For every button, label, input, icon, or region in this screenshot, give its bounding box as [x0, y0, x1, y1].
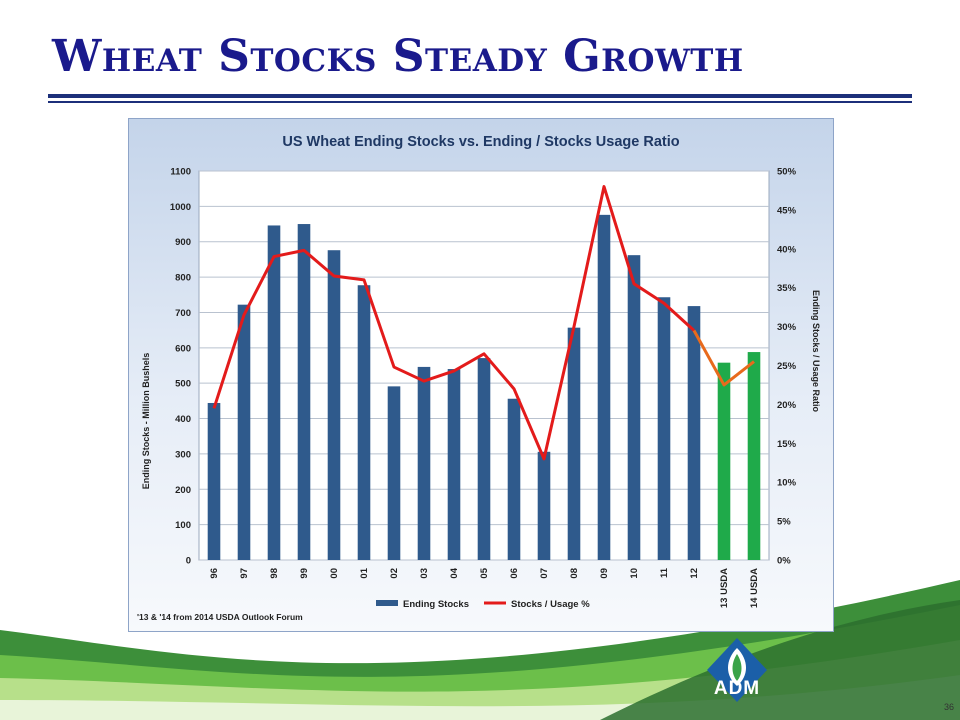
- axes: 0100200300400500600700800900100011000%5%…: [170, 167, 797, 609]
- bar-series-ending-stocks: [207, 214, 761, 561]
- combo-chart: US Wheat Ending Stocks vs. Ending / Stoc…: [137, 134, 821, 622]
- y-tick-label: 300: [175, 449, 191, 460]
- legend-swatch-ending-stocks: [376, 600, 398, 606]
- bar: [537, 451, 551, 560]
- bar: [207, 402, 221, 560]
- x-tick-label: 03: [419, 568, 430, 579]
- legend-label-ending-stocks: Ending Stocks: [403, 599, 469, 610]
- x-tick-label: 98: [269, 568, 280, 579]
- chart-title: US Wheat Ending Stocks vs. Ending / Stoc…: [282, 134, 679, 150]
- bar: [507, 398, 521, 560]
- x-tick-label: 05: [479, 567, 490, 578]
- y2-tick-label: 40%: [777, 244, 797, 255]
- x-tick-label: 12: [689, 568, 700, 579]
- adm-logo-icon: [707, 638, 767, 702]
- y-tick-label: 800: [175, 273, 191, 284]
- y2-tick-label: 25%: [777, 361, 797, 372]
- bar: [627, 255, 641, 560]
- decorative-swoosh: [0, 580, 960, 720]
- y-tick-label: 0: [186, 556, 191, 567]
- y-axis-label: Ending Stocks - Million Bushels: [141, 353, 151, 490]
- x-tick-label: 02: [389, 568, 400, 579]
- x-tick-label: 06: [509, 568, 520, 579]
- x-tick-label: 10: [629, 568, 640, 579]
- bar: [657, 297, 671, 560]
- bar: [687, 306, 701, 560]
- x-tick-label: 01: [359, 567, 370, 578]
- y2-tick-label: 0%: [777, 556, 791, 567]
- y2-tick-label: 50%: [777, 167, 797, 178]
- bar: [567, 327, 581, 560]
- logo-text: ADM: [713, 678, 761, 699]
- y-tick-label: 600: [175, 343, 191, 354]
- x-tick-label: 99: [299, 568, 310, 579]
- y-tick-label: 200: [175, 485, 191, 496]
- y2-tick-label: 20%: [777, 400, 797, 411]
- bar: [327, 250, 341, 560]
- x-tick-label: 00: [329, 568, 340, 579]
- x-tick-label: 11: [659, 567, 670, 578]
- line-series-stocks-usage: [212, 185, 755, 461]
- x-tick-label: 09: [599, 568, 610, 579]
- bar: [417, 366, 431, 560]
- bar: [387, 386, 401, 560]
- y-tick-label: 100: [175, 520, 191, 531]
- legend-label-stocks-usage: Stocks / Usage %: [511, 599, 590, 610]
- x-tick-label: 97: [239, 568, 250, 579]
- title-divider-thin: [48, 101, 912, 103]
- bar: [357, 285, 371, 560]
- chart-frame: US Wheat Ending Stocks vs. Ending / Stoc…: [128, 118, 834, 632]
- bar: [717, 362, 731, 560]
- y-tick-label: 400: [175, 414, 191, 425]
- y-tick-label: 900: [175, 237, 191, 248]
- y2-tick-label: 5%: [777, 517, 791, 528]
- y2-axis-label: Ending Stocks / Usage Ratio: [811, 290, 821, 413]
- y-tick-label: 700: [175, 308, 191, 319]
- x-tick-label: 08: [569, 568, 580, 579]
- y2-tick-label: 45%: [777, 205, 797, 216]
- x-tick-label: 07: [539, 568, 550, 579]
- chart-footnote: '13 & '14 from 2014 USDA Outlook Forum: [137, 612, 303, 622]
- y2-tick-label: 10%: [777, 478, 797, 489]
- bar: [747, 352, 761, 560]
- y2-tick-label: 15%: [777, 439, 797, 450]
- y2-tick-label: 30%: [777, 322, 797, 333]
- y-tick-label: 500: [175, 379, 191, 390]
- bar: [447, 369, 461, 560]
- x-tick-label: 13 USDA: [719, 568, 730, 608]
- y2-tick-label: 35%: [777, 283, 797, 294]
- y-tick-label: 1000: [170, 202, 191, 213]
- x-tick-label: 04: [449, 567, 460, 578]
- slide-title: Wheat Stocks Steady Growth: [52, 31, 744, 82]
- bar: [267, 225, 281, 560]
- page-number: 36: [943, 702, 954, 712]
- bar: [237, 304, 251, 560]
- y-tick-label: 1100: [170, 167, 191, 178]
- x-tick-label: 14 USDA: [749, 568, 760, 608]
- bar: [597, 214, 611, 561]
- bar: [477, 358, 491, 560]
- x-tick-label: 96: [209, 568, 220, 579]
- legend: Ending Stocks Stocks / Usage %: [376, 599, 590, 610]
- title-divider: [48, 94, 912, 98]
- bar: [297, 224, 311, 560]
